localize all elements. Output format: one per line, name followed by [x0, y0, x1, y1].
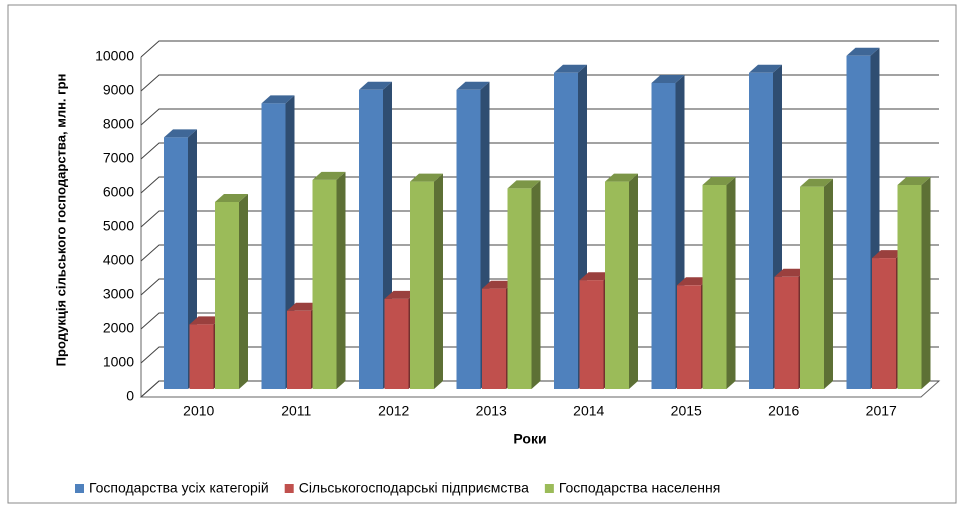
bar	[605, 173, 638, 389]
bar-top	[702, 177, 736, 185]
y-tick-label: 0	[126, 388, 134, 404]
bar-front	[312, 179, 337, 389]
x-tick-label: 2013	[476, 403, 507, 419]
y-tick-label: 6000	[103, 184, 134, 200]
bar-front	[261, 103, 286, 390]
y-tick-label: 4000	[103, 252, 134, 268]
bar-top	[749, 64, 782, 73]
y-tick-label: 8000	[103, 116, 134, 132]
bar-side	[531, 180, 541, 389]
bar	[702, 177, 736, 389]
bar-top	[312, 171, 346, 180]
y-tick-label: 3000	[103, 286, 134, 302]
bar-top	[164, 129, 197, 138]
bar-front	[702, 185, 727, 389]
bar-front	[897, 185, 922, 389]
bar-front	[800, 186, 824, 389]
bar	[800, 178, 833, 389]
y-tick-label: 7000	[103, 150, 134, 166]
bar-front	[872, 258, 896, 389]
bar-top	[774, 268, 808, 277]
bar-front	[579, 280, 604, 389]
bar-top	[554, 64, 587, 73]
bar-top	[189, 316, 223, 325]
bar-top	[507, 180, 541, 189]
bar-top	[579, 272, 613, 281]
x-tick-label: 2015	[671, 403, 702, 419]
bar-top	[410, 173, 443, 182]
legend-swatch	[284, 484, 294, 493]
bar-top	[359, 81, 392, 90]
y-tick-label: 5000	[103, 218, 134, 234]
legend-label: Господарства усіх категорій	[89, 480, 269, 496]
bar-top	[215, 194, 248, 202]
bar-front	[410, 181, 434, 389]
bar-top	[384, 290, 418, 299]
bar-front	[164, 137, 188, 389]
bar-front	[456, 89, 481, 390]
bar-front	[749, 72, 773, 390]
bar-top	[677, 277, 710, 286]
bar-side	[629, 173, 638, 389]
bar-front	[554, 72, 578, 390]
legend-label: Сільськогосподарські підприємства	[299, 480, 529, 496]
x-axis-title: Роки	[513, 431, 546, 447]
y-tick-label: 1000	[103, 354, 134, 370]
bar-top	[800, 178, 833, 187]
bar-side	[726, 177, 736, 389]
bar-side	[921, 177, 931, 389]
grid-line	[140, 40, 939, 58]
x-tick-label: 2014	[573, 403, 604, 419]
bar-front	[287, 310, 311, 389]
bar-top	[897, 177, 931, 185]
bar-top	[482, 280, 515, 289]
bar-front	[384, 298, 409, 389]
bar-front	[189, 324, 214, 389]
bar	[897, 177, 931, 389]
bar-top	[846, 47, 880, 56]
y-tick-label: 9000	[103, 82, 134, 98]
bar-front	[677, 285, 701, 389]
bar-top	[261, 95, 295, 104]
legend-swatch	[544, 484, 554, 493]
bar	[410, 173, 443, 389]
bar-top	[287, 302, 320, 311]
bar-side	[824, 178, 833, 389]
y-tick-label: 2000	[103, 320, 134, 336]
legend-swatch	[75, 484, 84, 493]
y-axis-title: Продукція сільського господарства, млн. …	[53, 74, 68, 367]
bar-front	[359, 89, 383, 390]
bar-side	[239, 194, 248, 389]
bar-top	[651, 75, 685, 83]
legend-label: Господарства населення	[559, 480, 720, 496]
bar-front	[482, 288, 506, 389]
bar-front	[846, 55, 871, 390]
bar-front	[651, 83, 676, 389]
bar-front	[774, 276, 799, 389]
bar	[846, 47, 880, 390]
bar-top	[456, 81, 490, 90]
bar-side	[336, 171, 346, 389]
x-tick-label: 2012	[378, 403, 409, 419]
bar	[507, 180, 541, 389]
bar-front	[215, 202, 239, 389]
bar	[312, 171, 346, 389]
bar-top	[605, 173, 638, 182]
bar-front	[507, 188, 532, 389]
bar-side	[434, 173, 443, 389]
x-tick-label: 2016	[768, 403, 799, 419]
y-tick-label: 10000	[95, 48, 134, 64]
x-tick-label: 2010	[183, 403, 214, 419]
bar	[215, 194, 248, 389]
bar-front	[605, 181, 629, 389]
x-tick-label: 2017	[866, 403, 897, 419]
x-tick-label: 2011	[281, 403, 311, 419]
bar-top	[872, 250, 905, 259]
